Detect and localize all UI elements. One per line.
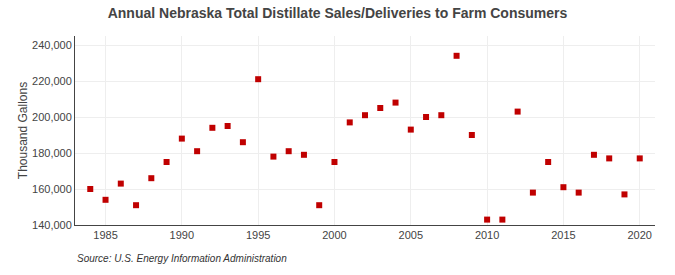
svg-text:1985: 1985 (93, 229, 117, 241)
svg-text:Annual Nebraska Total Distilla: Annual Nebraska Total Distillate Sales/D… (108, 5, 568, 21)
svg-text:2015: 2015 (551, 229, 575, 241)
svg-text:200,000: 200,000 (32, 111, 72, 123)
svg-text:1990: 1990 (170, 229, 194, 241)
svg-text:220,000: 220,000 (32, 75, 72, 87)
svg-text:Thousand Gallons: Thousand Gallons (16, 82, 30, 179)
svg-text:140,000: 140,000 (32, 219, 72, 231)
svg-text:2020: 2020 (627, 229, 651, 241)
svg-text:180,000: 180,000 (32, 147, 72, 159)
svg-text:2000: 2000 (322, 229, 346, 241)
svg-text:240,000: 240,000 (32, 39, 72, 51)
svg-text:Source: U.S. Energy Informatio: Source: U.S. Energy Information Administ… (77, 253, 287, 264)
svg-text:160,000: 160,000 (32, 183, 72, 195)
svg-text:2010: 2010 (475, 229, 499, 241)
svg-text:1995: 1995 (246, 229, 270, 241)
svg-text:2005: 2005 (399, 229, 423, 241)
